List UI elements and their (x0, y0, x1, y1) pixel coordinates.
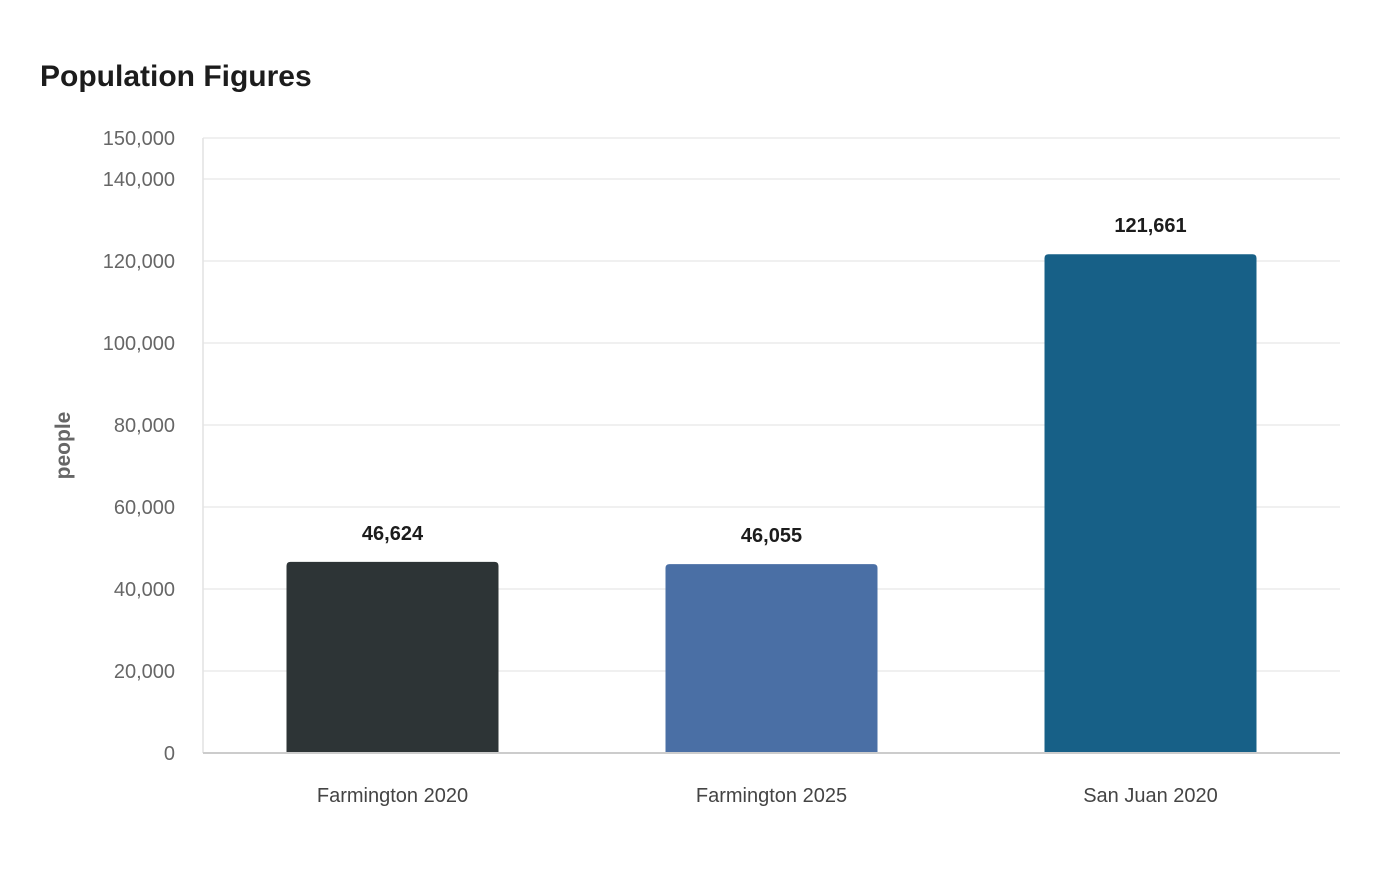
bar (665, 564, 878, 753)
y-tick-label: 20,000 (114, 661, 175, 683)
y-tick-label: 120,000 (103, 251, 175, 273)
bar-value-label: 46,624 (362, 523, 424, 545)
chart-title: Population Figures (40, 60, 312, 93)
y-tick-label: 60,000 (114, 497, 175, 519)
bars (286, 254, 1257, 754)
y-tick-label: 100,000 (103, 333, 175, 355)
y-axis-ticks: 0 20,000 40,000 60,000 80,000 100,000 120,000 1… (103, 128, 175, 765)
value-labels: 46,624 46,055 121,661 (362, 215, 1187, 547)
y-tick-label: 0 (164, 743, 175, 765)
y-axis-title: people (52, 412, 75, 480)
x-tick-label: Farmington 2025 (696, 785, 847, 807)
bar (1044, 254, 1257, 754)
x-tick-label: Farmington 2020 (317, 785, 468, 807)
y-tick-label: 140,000 (103, 169, 175, 191)
x-tick-label: San Juan 2020 (1083, 785, 1218, 807)
x-axis-ticks: Farmington 2020 Farmington 2025 San Juan 2… (317, 785, 1218, 807)
y-tick-label: 80,000 (114, 415, 175, 437)
bar-value-label: 121,661 (1114, 215, 1186, 237)
y-tick-label: 40,000 (114, 579, 175, 601)
bar (286, 561, 499, 753)
y-tick-label: 150,000 (103, 128, 175, 150)
bar-value-label: 46,055 (741, 525, 802, 547)
